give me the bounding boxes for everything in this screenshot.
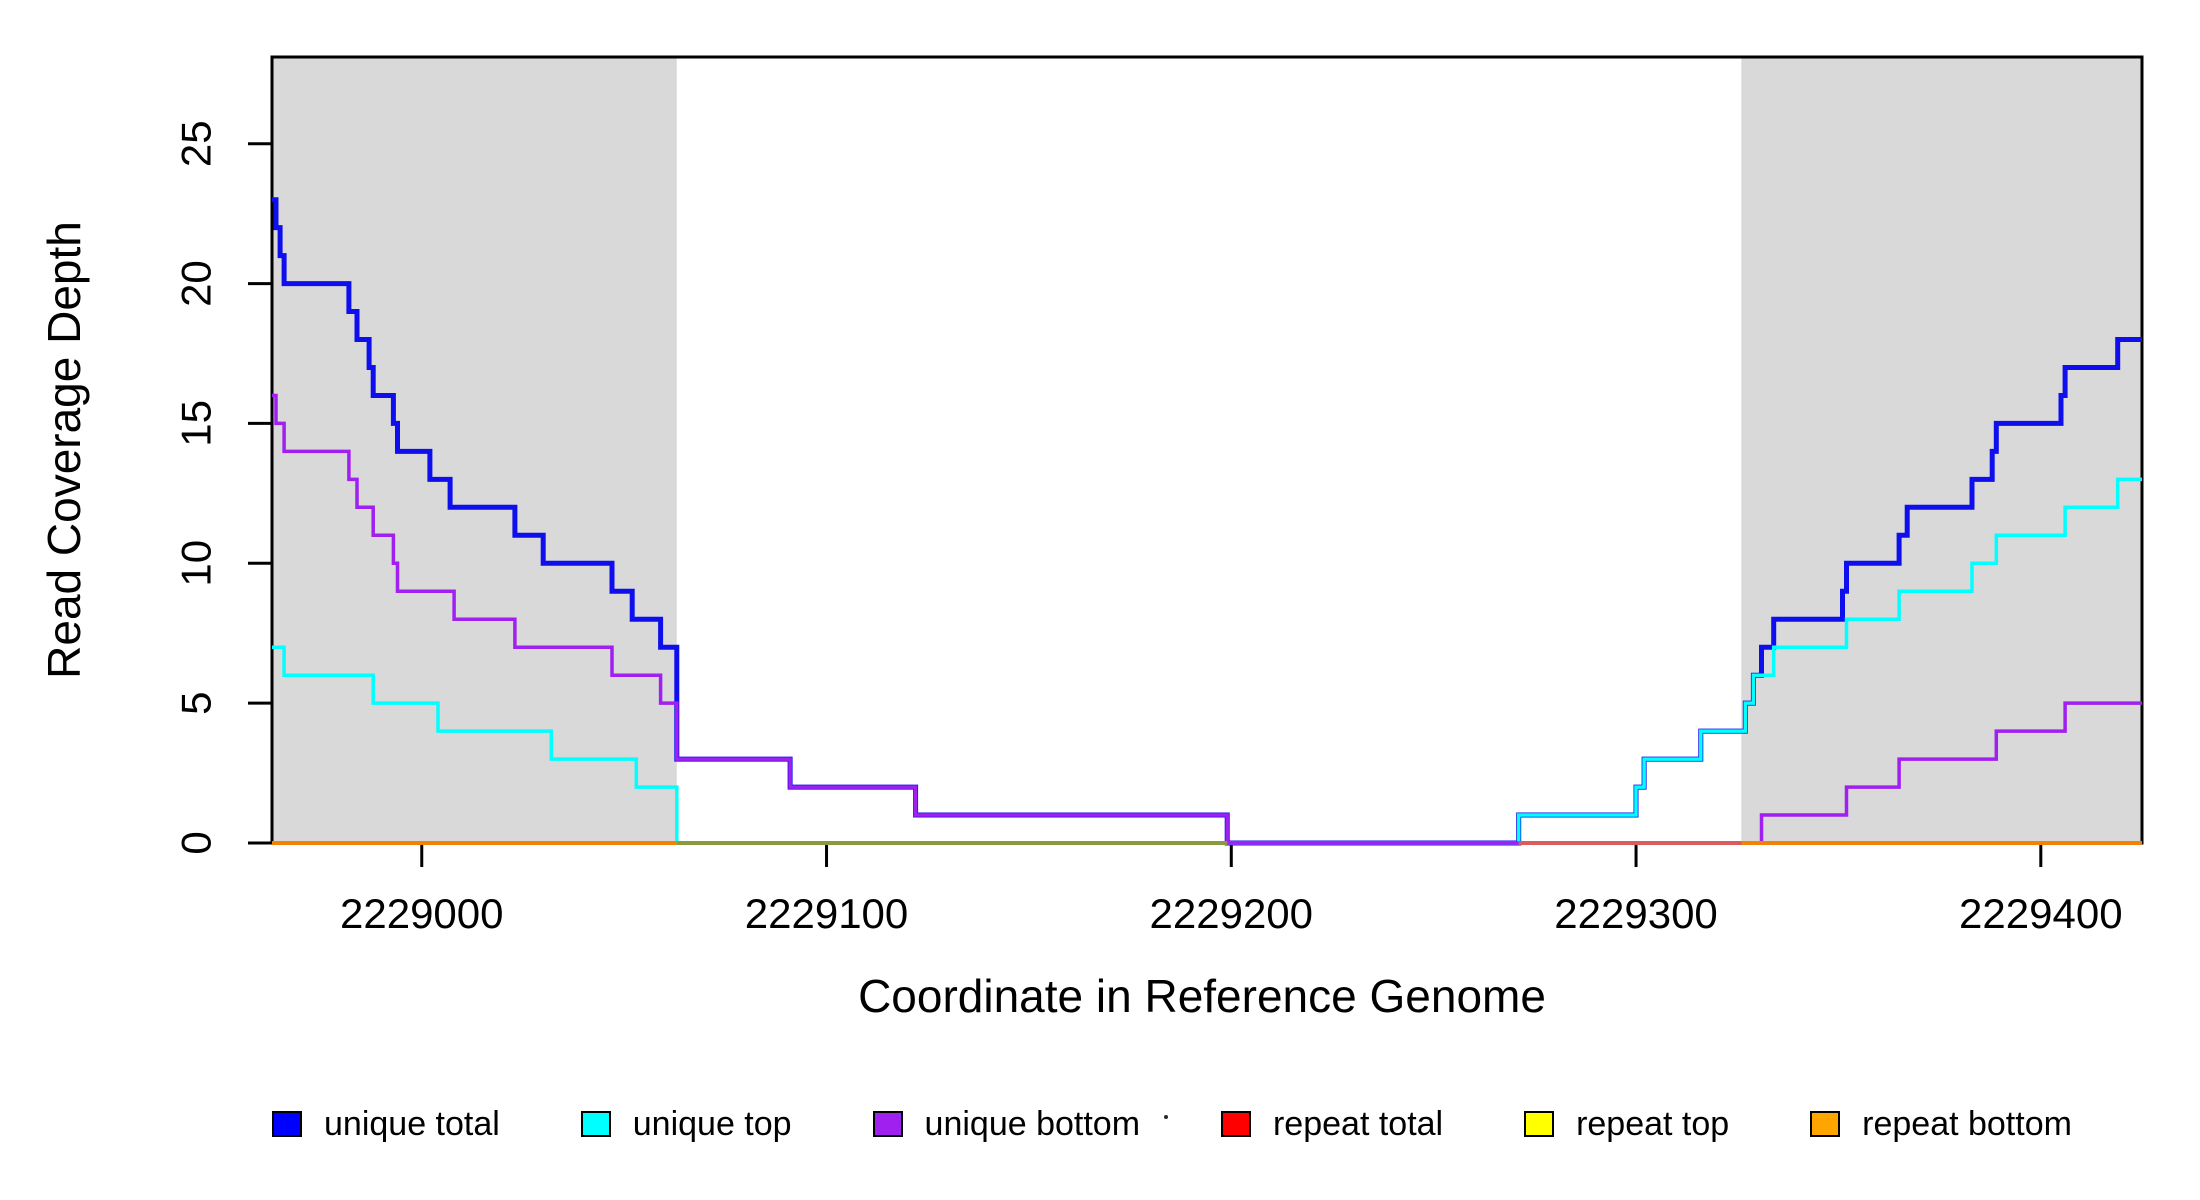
x-axis-title: Coordinate in Reference Genome bbox=[858, 970, 1546, 1022]
legend-label: repeat total bbox=[1272, 1105, 1444, 1143]
legend-label: repeat bottom bbox=[1862, 1105, 2072, 1143]
right-gray-region bbox=[1741, 57, 2142, 843]
legend-item-repeat-top: repeat top bbox=[1524, 1107, 1729, 1141]
legend-item-repeat-bottom: repeat bottom bbox=[1810, 1107, 2072, 1141]
legend-swatch-unique-total bbox=[272, 1111, 302, 1137]
x-tick-label: 2229400 bbox=[1959, 890, 2123, 937]
series-unique-top-line bbox=[272, 477, 2142, 845]
y-tick-label: 15 bbox=[173, 400, 220, 447]
legend-item-unique-bottom: unique bottom bbox=[872, 1105, 1141, 1143]
legend-label: unique bottom bbox=[924, 1105, 1141, 1143]
y-tick-label: 25 bbox=[173, 120, 220, 167]
y-tick-label: 5 bbox=[173, 691, 220, 714]
y-axis-title: Read Coverage Depth bbox=[38, 221, 90, 679]
legend-swatch-repeat-bottom bbox=[1810, 1111, 1841, 1137]
y-tick-label: 0 bbox=[173, 831, 220, 854]
legend-item-unique-total: unique total bbox=[272, 1107, 500, 1141]
x-tick-label: 2229000 bbox=[340, 890, 504, 937]
x-tick-label: 2229200 bbox=[1150, 890, 1314, 937]
legend-label: unique top bbox=[632, 1105, 792, 1143]
legend-label: unique total bbox=[324, 1105, 500, 1143]
legend-item-repeat-total: repeat total bbox=[1220, 1105, 1444, 1143]
x-tick-label: 2229100 bbox=[745, 890, 909, 937]
y-tick-label: 20 bbox=[173, 260, 220, 307]
legend-label: repeat top bbox=[1576, 1105, 1730, 1143]
legend-swatch-repeat-top bbox=[1524, 1111, 1555, 1137]
series-unique-bottom-line bbox=[272, 393, 2142, 845]
legend-item-unique-top: unique top bbox=[580, 1105, 792, 1143]
x-tick-label: 2229300 bbox=[1554, 890, 1718, 937]
y-tick-label: 10 bbox=[173, 540, 220, 587]
legend-swatch-repeat-total bbox=[1220, 1111, 1251, 1137]
legend-swatch-unique-top bbox=[580, 1111, 611, 1137]
stray-dot bbox=[1164, 1115, 1168, 1119]
legend-swatch-unique-bottom bbox=[872, 1111, 903, 1137]
legend: unique total unique top unique bottom repea… bbox=[272, 1100, 2072, 1148]
